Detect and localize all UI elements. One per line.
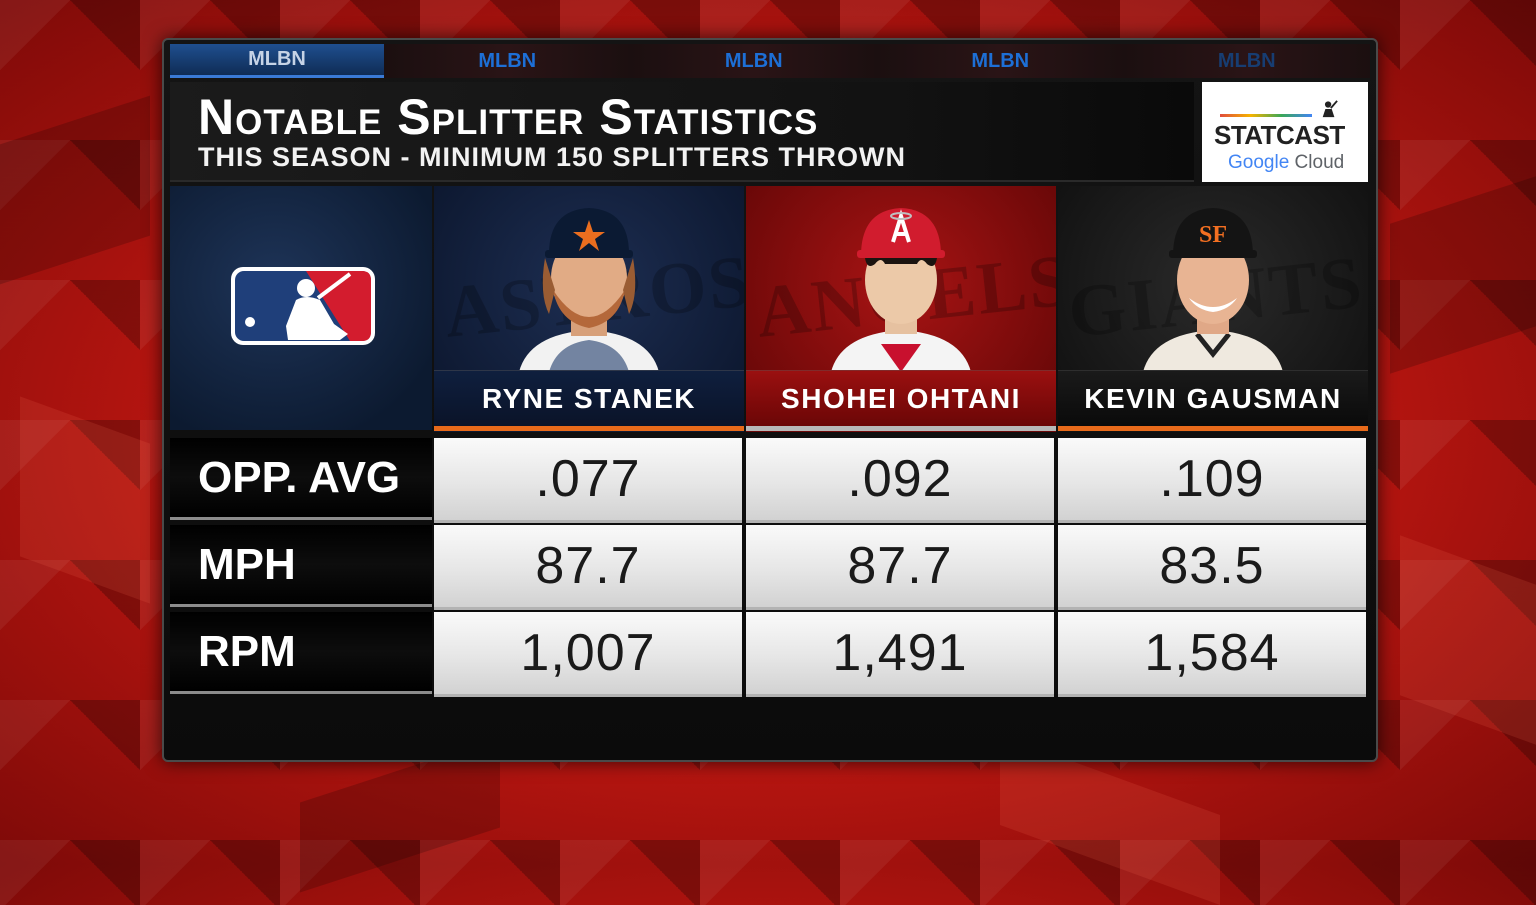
statcast-logo: STATCAST Google Cloud <box>1202 82 1368 182</box>
background-block <box>0 95 150 285</box>
page-subtitle: THIS SEASON - MINIMUM 150 SPLITTERS THRO… <box>198 142 907 172</box>
statcast-wordmark: STATCAST <box>1214 120 1345 150</box>
ticker-label: MLBN <box>384 44 631 78</box>
background-block <box>20 396 150 604</box>
background-block <box>1390 176 1536 374</box>
cloud-text: Cloud <box>1289 152 1345 173</box>
player-portrait-icon <box>831 208 971 372</box>
stat-value: .077 <box>434 438 742 523</box>
player-column: ANGELS SHOHEI OHTANI <box>746 186 1056 432</box>
stat-row: MPH 87.7 87.7 83.5 <box>170 525 1370 610</box>
stat-value: .109 <box>1058 438 1366 523</box>
mlb-logo-icon <box>231 267 375 345</box>
player-column: GIANTS SF KEVIN GAUSMAN <box>1058 186 1368 432</box>
stats-panel: MLBN MLBN MLBN MLBN MLBN Notable Splitte… <box>162 38 1378 762</box>
ticker-label: MLBN <box>630 44 877 78</box>
stat-label: OPP. AVG <box>170 438 432 520</box>
player-name: KEVIN GAUSMAN <box>1058 370 1368 427</box>
name-accent-bar <box>746 426 1056 431</box>
title-bar: Notable Splitter Statistics THIS SEASON … <box>170 82 1194 182</box>
stat-value: 1,584 <box>1058 612 1366 697</box>
stat-label: RPM <box>170 612 432 694</box>
player-name: SHOHEI OHTANI <box>746 370 1056 427</box>
stat-value: 83.5 <box>1058 525 1366 610</box>
player-portrait-icon <box>519 208 659 372</box>
player-portrait-icon: SF <box>1143 208 1283 372</box>
page-title: Notable Splitter Statistics <box>198 89 819 145</box>
player-name: RYNE STANEK <box>434 370 744 427</box>
stat-value: 87.7 <box>434 525 742 610</box>
ticker-label: MLBN <box>1123 44 1370 78</box>
svg-text:SF: SF <box>1199 222 1227 248</box>
league-logo-cell <box>170 186 432 430</box>
ticker-label: MLBN <box>170 44 384 78</box>
logo-stripe <box>1220 114 1312 117</box>
stat-value: .092 <box>746 438 1054 523</box>
google-text: Google <box>1228 152 1290 173</box>
stat-value: 1,491 <box>746 612 1054 697</box>
batter-icon <box>1322 100 1338 118</box>
stat-row: OPP. AVG .077 .092 .109 <box>170 438 1370 523</box>
name-accent-bar <box>434 426 744 431</box>
ticker-label: MLBN <box>877 44 1124 78</box>
network-ticker: MLBN MLBN MLBN MLBN MLBN <box>170 44 1370 78</box>
background-block <box>1400 535 1536 745</box>
name-accent-bar <box>1058 426 1368 431</box>
google-cloud-wordmark: Google Cloud <box>1228 152 1344 174</box>
stat-row: RPM 1,007 1,491 1,584 <box>170 612 1370 697</box>
stat-label: MPH <box>170 525 432 607</box>
stat-value: 1,007 <box>434 612 742 697</box>
player-column: ASTROS RYNE STANEK <box>434 186 744 432</box>
stat-value: 87.7 <box>746 525 1054 610</box>
